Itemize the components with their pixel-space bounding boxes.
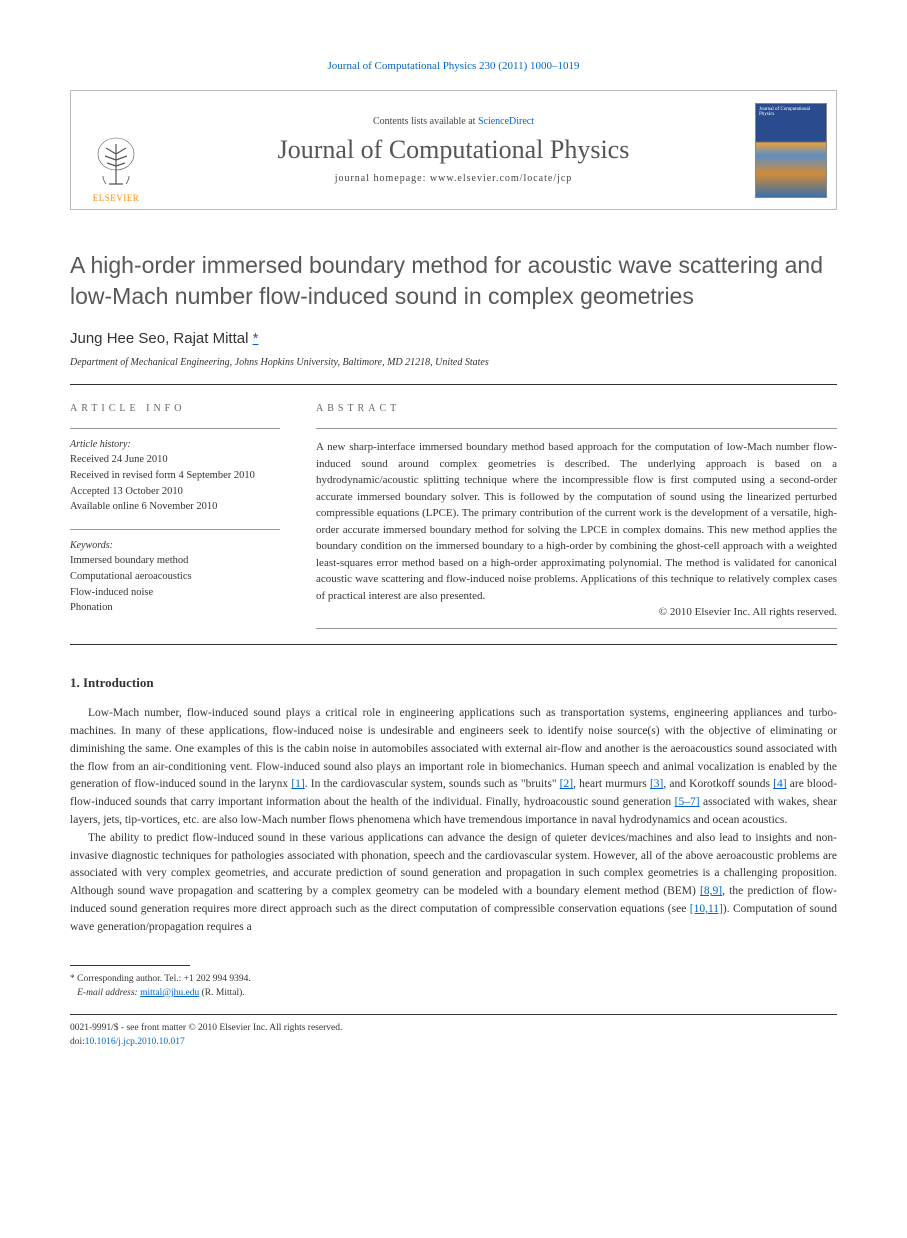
doi-link[interactable]: 10.1016/j.jcp.2010.10.017 bbox=[85, 1037, 185, 1047]
text-run: , and Korotkoff sounds bbox=[663, 778, 773, 790]
homepage-line: journal homepage: www.elsevier.com/locat… bbox=[335, 173, 573, 184]
publisher-logo-cell: ELSEVIER bbox=[71, 91, 161, 209]
section-heading-introduction: 1. Introduction bbox=[70, 675, 837, 691]
email-suffix: (R. Mittal). bbox=[199, 988, 244, 998]
contents-prefix: Contents lists available at bbox=[373, 116, 478, 127]
abstract-column: ABSTRACT A new sharp-interface immersed … bbox=[316, 403, 837, 630]
issn-line: 0021-9991/$ - see front matter © 2010 El… bbox=[70, 1021, 837, 1035]
banner-center: Contents lists available at ScienceDirec… bbox=[161, 91, 746, 209]
email-label: E-mail address: bbox=[77, 988, 140, 998]
divider bbox=[70, 428, 280, 429]
affiliation: Department of Mechanical Engineering, Jo… bbox=[70, 357, 837, 368]
corr-text: Corresponding author. Tel.: +1 202 994 9… bbox=[75, 974, 251, 984]
citation-link[interactable]: [1] bbox=[291, 778, 304, 790]
citation-link[interactable]: [5–7] bbox=[675, 796, 700, 808]
journal-cover-thumbnail: Journal of Computational Physics bbox=[755, 103, 827, 198]
abstract-text: A new sharp-interface immersed boundary … bbox=[316, 439, 837, 604]
keyword: Computational aeroacoustics bbox=[70, 569, 280, 585]
text-run: , heart murmurs bbox=[573, 778, 650, 790]
citation-link[interactable]: [10,11] bbox=[690, 903, 723, 915]
sciencedirect-link[interactable]: ScienceDirect bbox=[478, 116, 534, 127]
citation-link[interactable]: [4] bbox=[773, 778, 786, 790]
body-text: Low-Mach number, flow-induced sound play… bbox=[70, 705, 837, 937]
homepage-link[interactable]: www.elsevier.com/locate/jcp bbox=[430, 173, 572, 184]
paragraph: The ability to predict flow-induced soun… bbox=[70, 830, 837, 937]
journal-banner: ELSEVIER Contents lists available at Sci… bbox=[70, 90, 837, 210]
corresponding-author-footnote: * Corresponding author. Tel.: +1 202 994… bbox=[70, 972, 837, 1001]
citation-link[interactable]: [3] bbox=[650, 778, 663, 790]
divider bbox=[70, 644, 837, 645]
article-info-heading: ARTICLE INFO bbox=[70, 403, 280, 414]
keywords-label: Keywords: bbox=[70, 540, 280, 551]
history-line: Accepted 13 October 2010 bbox=[70, 484, 280, 500]
contents-available-line: Contents lists available at ScienceDirec… bbox=[373, 116, 534, 127]
article-title: A high-order immersed boundary method fo… bbox=[70, 250, 837, 312]
citation-link[interactable]: Journal of Computational Physics 230 (20… bbox=[328, 60, 580, 72]
citation-link[interactable]: [8,9] bbox=[700, 885, 722, 897]
elsevier-tree-icon bbox=[91, 136, 141, 191]
article-meta-section: ARTICLE INFO Article history: Received 2… bbox=[70, 385, 837, 644]
keyword: Flow-induced noise bbox=[70, 585, 280, 601]
doi-label: doi: bbox=[70, 1037, 85, 1047]
history-line: Received in revised form 4 September 201… bbox=[70, 468, 280, 484]
article-footer: 0021-9991/$ - see front matter © 2010 El… bbox=[70, 1021, 837, 1050]
citation-link[interactable]: [2] bbox=[560, 778, 573, 790]
author-list: Jung Hee Seo, Rajat Mittal * bbox=[70, 330, 837, 347]
article-info-column: ARTICLE INFO Article history: Received 2… bbox=[70, 403, 280, 630]
footnote-rule bbox=[70, 965, 190, 966]
author-names: Jung Hee Seo, Rajat Mittal bbox=[70, 330, 248, 347]
divider bbox=[70, 529, 280, 530]
corresponding-marker-link[interactable]: * bbox=[253, 330, 259, 347]
email-link[interactable]: mittal@jhu.edu bbox=[140, 988, 199, 998]
abstract-copyright: © 2010 Elsevier Inc. All rights reserved… bbox=[316, 606, 837, 618]
journal-name: Journal of Computational Physics bbox=[278, 135, 630, 165]
keyword: Immersed boundary method bbox=[70, 553, 280, 569]
paragraph: Low-Mach number, flow-induced sound play… bbox=[70, 705, 837, 830]
history-label: Article history: bbox=[70, 439, 280, 450]
text-run: . In the cardiovascular system, sounds s… bbox=[305, 778, 560, 790]
cover-cell: Journal of Computational Physics bbox=[746, 91, 836, 209]
footer-rule bbox=[70, 1014, 837, 1015]
publisher-name: ELSEVIER bbox=[93, 193, 140, 203]
history-line: Available online 6 November 2010 bbox=[70, 499, 280, 515]
history-line: Received 24 June 2010 bbox=[70, 452, 280, 468]
divider bbox=[316, 628, 837, 629]
keyword: Phonation bbox=[70, 600, 280, 616]
running-header: Journal of Computational Physics 230 (20… bbox=[70, 60, 837, 72]
abstract-heading: ABSTRACT bbox=[316, 403, 837, 414]
divider bbox=[316, 428, 837, 429]
homepage-label: journal homepage: bbox=[335, 173, 430, 184]
